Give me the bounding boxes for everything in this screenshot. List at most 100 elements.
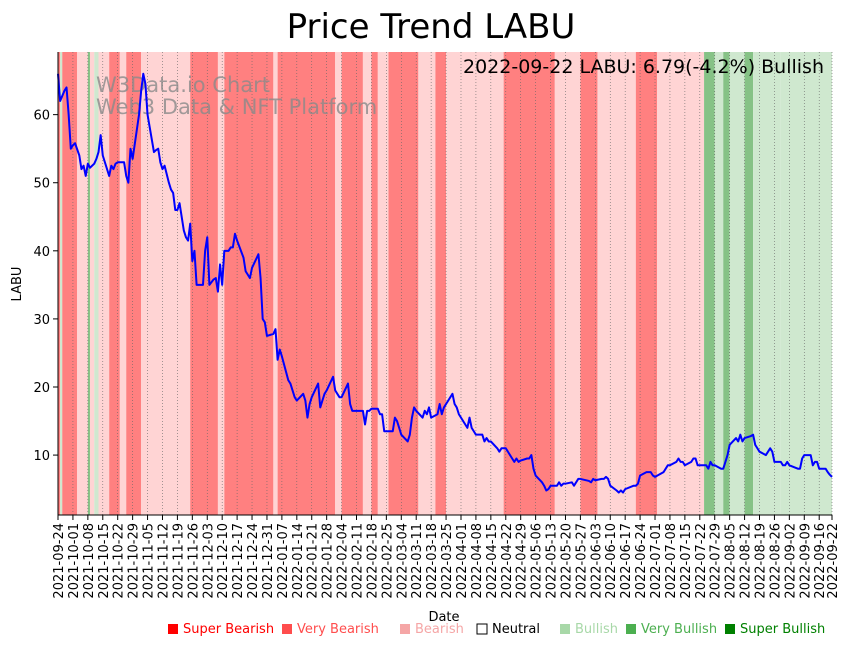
x-tick-label: 2021-12-17 <box>231 523 246 599</box>
y-ticks: 10 20 30 40 50 60 <box>33 109 58 464</box>
sentiment-band-bullish <box>753 52 781 515</box>
x-tick-label: 2021-10-01 <box>67 523 82 599</box>
sentiment-band-bullish <box>780 52 832 515</box>
x-tick-label: 2022-02-25 <box>380 523 395 599</box>
x-tick-label: 2022-07-01 <box>649 523 664 599</box>
sentiment-band-very_bearish <box>109 52 120 515</box>
x-tick-label: 2021-10-15 <box>97 523 112 599</box>
sentiment-band-bullish <box>729 52 745 515</box>
y-axis-label: LABU <box>10 267 25 302</box>
x-tick-label: 2022-08-26 <box>768 523 783 599</box>
sentiment-band-very_bullish <box>744 52 754 515</box>
chart-title: Price Trend LABU <box>287 7 576 47</box>
x-tick-label: 2022-08-19 <box>754 523 769 599</box>
legend-swatch <box>626 624 636 634</box>
x-axis-label: Date <box>428 610 459 625</box>
x-tick-label: 2022-09-22 <box>826 523 841 599</box>
x-tick-label: 2022-06-03 <box>589 523 604 599</box>
x-tick-label: 2021-12-31 <box>261 523 276 599</box>
x-tick-label: 2021-09-24 <box>52 523 67 599</box>
x-tick-label: 2022-02-18 <box>365 523 380 599</box>
x-tick-label: 2022-01-07 <box>276 523 291 599</box>
x-tick-label: 2022-09-02 <box>783 523 798 599</box>
x-tick-label: 2022-04-08 <box>470 523 485 599</box>
watermark-line-1: W3Data.io Chart <box>96 73 270 97</box>
sentiment-band-very_bullish <box>723 52 730 515</box>
x-tick-label: 2022-08-12 <box>739 523 754 599</box>
x-tick-label: 2022-03-18 <box>425 523 440 599</box>
x-tick-label: 2021-10-29 <box>127 523 142 599</box>
x-tick-label: 2022-06-10 <box>604 523 619 599</box>
x-tick-label: 2021-12-24 <box>246 523 261 599</box>
series-line-labu <box>57 72 833 494</box>
sentiment-band-very_bearish <box>371 52 378 515</box>
x-tick-label: 2022-06-17 <box>619 523 634 599</box>
sentiment-band-very_bearish <box>635 52 658 515</box>
sentiment-band-bearish <box>657 52 705 515</box>
x-tick-label: 2022-02-11 <box>351 523 366 599</box>
sentiment-band-very_bearish <box>503 52 555 515</box>
sentiment-band-bearish <box>119 52 127 515</box>
legend-label: Super Bullish <box>740 622 825 637</box>
y-tick-label: 30 <box>33 313 50 328</box>
y-tick-label: 60 <box>33 109 50 124</box>
x-tick-label: 2022-01-14 <box>291 523 306 599</box>
x-tick-label: 2022-09-16 <box>813 523 828 599</box>
sentiment-band-bearish <box>446 52 504 515</box>
x-tick-label: 2021-11-12 <box>156 523 171 599</box>
chart-annotation: 2022-09-22 LABU: 6.79(-4.2%) Bullish <box>463 56 824 78</box>
sentiment-band-very_bearish <box>341 52 363 515</box>
sentiment-band-bearish <box>98 52 110 515</box>
x-tick-label: 2021-10-22 <box>112 523 127 599</box>
sentiment-band-very_bearish <box>580 52 598 515</box>
sentiment-band-bullish <box>94 52 99 515</box>
x-tick-label: 2021-11-26 <box>186 523 201 599</box>
sentiment-band-bearish <box>273 52 278 515</box>
x-tick-label: 2022-02-04 <box>336 523 351 599</box>
x-tick-label: 2022-01-21 <box>306 523 321 599</box>
legend-label: Very Bearish <box>297 622 379 637</box>
sentiment-bands <box>58 52 832 515</box>
sentiment-band-bearish <box>335 52 342 515</box>
legend-label: Neutral <box>492 622 540 637</box>
x-tick-label: 2022-04-29 <box>515 523 530 599</box>
legend: Super Bearish Very Bearish Bearish Neutral B… <box>168 622 825 637</box>
x-tick-label: 2022-04-15 <box>485 523 500 599</box>
x-tick-label: 2021-12-10 <box>216 523 231 599</box>
x-tick-label: 2021-11-19 <box>171 523 186 599</box>
x-tick-label: 2022-05-13 <box>545 523 560 599</box>
legend-swatch <box>560 624 570 634</box>
x-tick-label: 2022-07-22 <box>694 523 709 599</box>
x-tick-label: 2022-05-27 <box>574 523 589 599</box>
x-tick-label: 2022-04-22 <box>500 523 515 599</box>
y-tick-label: 10 <box>33 449 50 464</box>
y-tick-label: 20 <box>33 381 50 396</box>
legend-swatch <box>725 624 735 634</box>
x-tick-label: 2022-03-11 <box>410 523 425 599</box>
sentiment-band-bearish <box>89 52 95 515</box>
sentiment-band-very_bearish <box>58 52 61 515</box>
x-tick-label: 2022-04-01 <box>455 523 470 599</box>
x-tick-label: 2022-09-09 <box>798 523 813 599</box>
x-tick-label: 2022-08-05 <box>724 523 739 599</box>
x-tick-label: 2021-10-08 <box>82 523 97 599</box>
sentiment-band-bearish <box>418 52 436 515</box>
sentiment-band-very_bearish <box>388 52 419 515</box>
legend-swatch <box>476 623 488 635</box>
x-tick-label: 2022-05-06 <box>530 523 545 599</box>
sentiment-band-very_bullish <box>704 52 715 515</box>
legend-label: Bearish <box>415 622 464 637</box>
legend-swatch <box>400 624 410 634</box>
x-tick-label: 2022-07-29 <box>709 523 724 599</box>
sentiment-band-bearish <box>77 52 88 515</box>
sentiment-band-very_bullish <box>87 52 90 515</box>
sentiment-band-bearish <box>554 52 581 515</box>
y-tick-label: 40 <box>33 245 50 260</box>
sentiment-band-bearish <box>377 52 389 515</box>
sentiment-band-bullish <box>60 52 63 515</box>
x-tick-label: 2022-03-25 <box>440 523 455 599</box>
sentiment-band-very_bearish <box>277 52 336 515</box>
x-tick-label: 2022-06-24 <box>634 523 649 599</box>
x-tick-label: 2021-12-03 <box>201 523 216 599</box>
